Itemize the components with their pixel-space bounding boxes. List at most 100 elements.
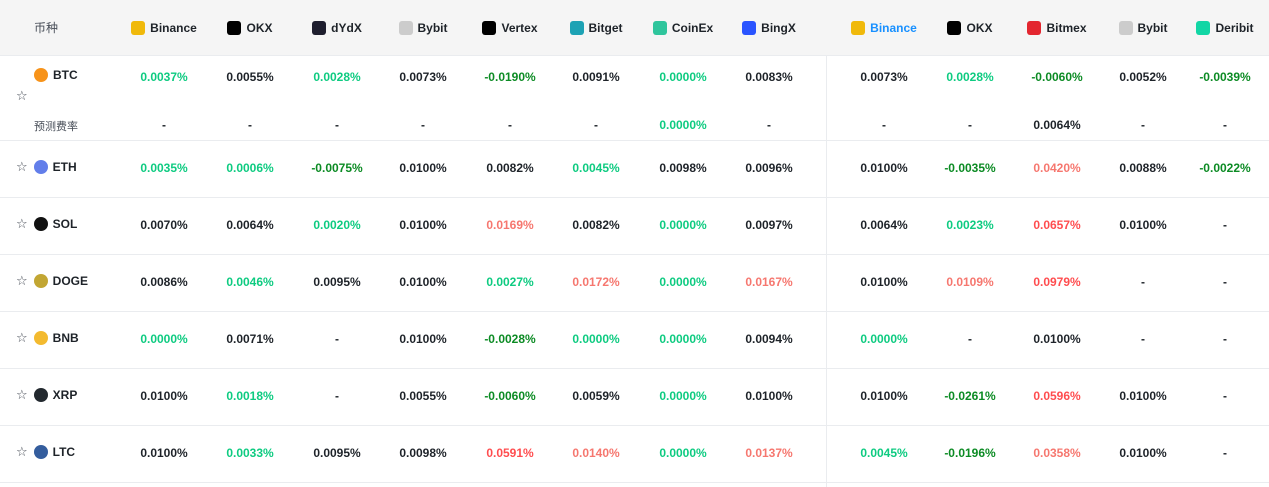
exchange-header-okx[interactable]: OKX [925, 0, 1015, 55]
coin-cell: ☆ BNB [16, 330, 79, 346]
star-icon[interactable]: ☆ [16, 88, 28, 103]
exchange-header-label: CoinEx [671, 20, 714, 35]
funding-rate-value: 0.0018% [226, 389, 274, 403]
coin-symbol[interactable]: SOL [52, 217, 78, 231]
exchange-header-bitget[interactable]: Bitget [551, 0, 641, 55]
funding-rate-value: 0.0082% [572, 218, 620, 232]
funding-rate-value: - [1141, 332, 1145, 346]
coin-cell: ☆ BTC [16, 68, 78, 103]
funding-rate-value: 0.0033% [226, 446, 274, 460]
star-icon[interactable]: ☆ [16, 273, 28, 288]
coin-column-header: 币种 [34, 21, 59, 35]
predicted-rate-value: - [1141, 118, 1145, 132]
table-row[interactable]: ☆ BTC 0.0037% 0.0055% 0.0028% 0.0073% -0.0190%… [0, 55, 1269, 141]
predicted-rate-value: - [882, 118, 886, 132]
okx-icon [227, 20, 242, 35]
bingx-icon [742, 20, 757, 35]
funding-rate-value: 0.0055% [399, 389, 447, 403]
exchange-header-vertex[interactable]: Vertex [465, 0, 555, 55]
table-row[interactable]: ☆ BNB 0.0000% 0.0071% - 0.0100% -0.0028% 0.0000… [0, 311, 1269, 369]
star-icon[interactable]: ☆ [16, 159, 28, 174]
predicted-rate-value: - [767, 118, 771, 132]
star-icon[interactable]: ☆ [16, 387, 28, 402]
table-row[interactable]: ☆ ETH 0.0035% 0.0006% -0.0075% 0.0100% 0.0082%… [0, 140, 1269, 198]
funding-rate-value: 0.0100% [860, 161, 908, 175]
funding-rate-value: 0.0000% [140, 332, 188, 346]
funding-rate-value: - [1223, 218, 1227, 232]
exchange-header-label: BingX [761, 20, 796, 35]
exchange-header-bitmex[interactable]: Bitmex [1012, 0, 1102, 55]
table-row[interactable]: ☆ LTC 0.0100% 0.0033% 0.0095% 0.0098% 0.0591% 0… [0, 425, 1269, 483]
exchange-header-okx[interactable]: OKX [205, 0, 295, 55]
star-icon[interactable]: ☆ [16, 330, 28, 345]
exchange-header-label: Vertex [501, 20, 538, 35]
funding-rate-value: 0.0020% [313, 218, 361, 232]
funding-rate-value: 0.0169% [486, 218, 534, 232]
exchange-header-label: Binance [150, 20, 197, 35]
exchange-header-binance[interactable]: Binance [119, 0, 209, 55]
funding-rate-value: - [1141, 275, 1145, 289]
coin-symbol[interactable]: ETH [52, 160, 77, 174]
coin-symbol[interactable]: XRP [52, 388, 78, 402]
funding-rate-value: 0.0000% [659, 446, 707, 460]
funding-rate-value: 0.0073% [399, 70, 447, 84]
star-icon[interactable]: ☆ [16, 444, 28, 459]
coin-symbol[interactable]: BTC [53, 68, 78, 82]
exchange-header-dydx[interactable]: dYdX [292, 0, 382, 55]
predicted-rate-value: - [421, 118, 425, 132]
exchange-header-label: OKX [246, 20, 273, 35]
funding-rate-value: - [1223, 332, 1227, 346]
funding-rate-value: 0.0000% [659, 389, 707, 403]
funding-rate-value: - [1223, 275, 1227, 289]
exchange-header-binance[interactable]: Binance [839, 0, 929, 55]
coin-cell: ☆ XRP [16, 387, 77, 403]
funding-rate-value: 0.0137% [745, 446, 793, 460]
funding-rate-value: 0.0420% [1033, 161, 1081, 175]
binance-icon [131, 20, 146, 35]
funding-rate-value: 0.0167% [745, 275, 793, 289]
coin-symbol[interactable]: LTC [52, 445, 76, 459]
predicted-rate-value: - [162, 118, 166, 132]
funding-rate-value: 0.0094% [745, 332, 793, 346]
coin-cell: ☆ DOGE [16, 273, 88, 289]
predicted-rate-value: - [1223, 118, 1227, 132]
predicted-rate-value: 0.0064% [1033, 118, 1081, 132]
exchange-header-deribit[interactable]: Deribit [1180, 0, 1269, 55]
bnb-icon [33, 331, 48, 345]
table-row[interactable]: ☆ SOL 0.0070% 0.0064% 0.0020% 0.0100% 0.0169% 0… [0, 197, 1269, 255]
funding-rate-value: 0.0100% [399, 275, 447, 289]
funding-rate-value: 0.0140% [572, 446, 620, 460]
coin-symbol[interactable]: BNB [52, 331, 79, 345]
funding-rate-value: 0.0071% [226, 332, 274, 346]
funding-rate-value: 0.0100% [860, 275, 908, 289]
funding-rate-value: 0.0000% [860, 332, 908, 346]
funding-rate-value: 0.0100% [745, 389, 793, 403]
funding-rate-value: -0.0022% [1199, 161, 1251, 175]
coin-cell: ☆ SOL [16, 216, 77, 232]
bybit-icon [398, 20, 413, 35]
sol-icon [33, 217, 48, 231]
funding-rate-value: 0.0064% [860, 218, 908, 232]
exchange-header-coinex[interactable]: CoinEx [638, 0, 728, 55]
coin-symbol[interactable]: DOGE [52, 274, 88, 288]
funding-rate-value: 0.0979% [1033, 275, 1081, 289]
funding-rate-value: -0.0075% [311, 161, 363, 175]
coinex-icon [652, 20, 667, 35]
exchange-header-bybit[interactable]: Bybit [378, 0, 468, 55]
funding-rate-value: 0.0100% [399, 218, 447, 232]
funding-rate-value: 0.0358% [1033, 446, 1081, 460]
funding-rate-value: 0.0052% [1119, 70, 1167, 84]
exchange-header-bybit[interactable]: Bybit [1098, 0, 1188, 55]
exchange-header-bingx[interactable]: BingX [724, 0, 814, 55]
bybit-icon [1118, 20, 1133, 35]
star-icon[interactable]: ☆ [16, 216, 28, 231]
funding-rate-value: -0.0261% [944, 389, 996, 403]
table-row[interactable]: ☆ DOGE 0.0086% 0.0046% 0.0095% 0.0100% 0.0027%… [0, 254, 1269, 312]
eth-icon [33, 160, 48, 174]
funding-rate-value: 0.0095% [313, 275, 361, 289]
predicted-rate-value: - [335, 118, 339, 132]
table-row[interactable]: ☆ XRP 0.0100% 0.0018% - 0.0055% -0.0060% 0.0059… [0, 368, 1269, 426]
funding-rate-value: 0.0027% [486, 275, 534, 289]
exchange-header-label: Deribit [1215, 20, 1254, 35]
